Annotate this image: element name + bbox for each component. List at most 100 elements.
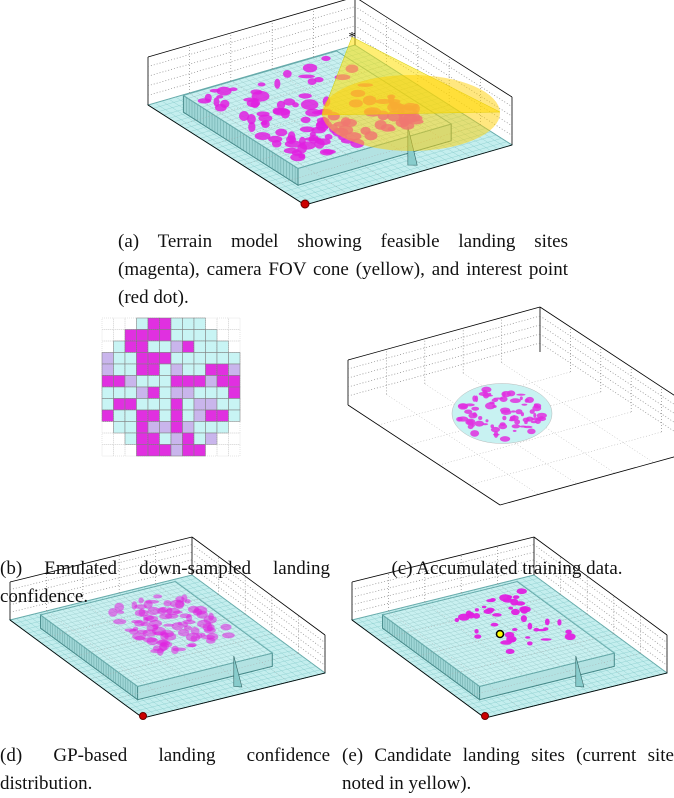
confidence-cell bbox=[171, 318, 183, 330]
landing-site bbox=[510, 599, 518, 606]
confidence-cell bbox=[183, 341, 195, 353]
confidence-cell bbox=[217, 399, 229, 411]
landing-site bbox=[113, 619, 126, 625]
grid-cell bbox=[229, 422, 241, 434]
training-sample bbox=[521, 404, 527, 406]
landing-site bbox=[517, 588, 527, 594]
landing-site bbox=[134, 620, 145, 626]
confidence-cell bbox=[229, 376, 241, 388]
landing-site bbox=[321, 56, 330, 61]
confidence-cell bbox=[125, 341, 137, 353]
confidence-cell bbox=[160, 318, 172, 330]
landing-site bbox=[191, 627, 200, 635]
grid-cell bbox=[229, 330, 241, 342]
grid-cell bbox=[102, 341, 114, 353]
training-sample bbox=[510, 398, 521, 403]
landing-site bbox=[483, 609, 493, 614]
confidence-cell bbox=[148, 341, 160, 353]
landing-site bbox=[143, 637, 157, 642]
confidence-cell bbox=[160, 445, 172, 457]
grid-cell bbox=[206, 445, 218, 457]
landing-site bbox=[152, 627, 166, 636]
confidence-cell bbox=[148, 410, 160, 422]
landing-site bbox=[283, 70, 292, 78]
confidence-cell bbox=[137, 387, 149, 399]
confidence-cell bbox=[160, 410, 172, 422]
grid-cell bbox=[125, 318, 137, 330]
landing-site bbox=[261, 121, 268, 125]
confidence-cell bbox=[114, 410, 126, 422]
confidence-cell bbox=[125, 399, 137, 411]
confidence-cell bbox=[137, 330, 149, 342]
confidence-cell bbox=[148, 445, 160, 457]
training-sample bbox=[536, 417, 546, 421]
grid-cell bbox=[229, 341, 241, 353]
grid-cell bbox=[114, 318, 126, 330]
training-sample bbox=[464, 409, 472, 414]
confidence-cell bbox=[102, 387, 114, 399]
confidence-cell bbox=[114, 399, 126, 411]
confidence-cell bbox=[194, 422, 206, 434]
confidence-cell bbox=[160, 433, 172, 445]
training-sample bbox=[501, 410, 512, 415]
confidence-cell bbox=[183, 387, 195, 399]
landing-site bbox=[474, 634, 481, 638]
grid-line bbox=[540, 343, 674, 443]
interest-point bbox=[140, 713, 147, 720]
confidence-cell bbox=[206, 330, 218, 342]
confidence-cell bbox=[229, 387, 241, 399]
landing-site bbox=[511, 609, 520, 615]
confidence-cell bbox=[102, 410, 114, 422]
landing-site bbox=[305, 109, 321, 117]
confidence-cell bbox=[137, 422, 149, 434]
grid-cell bbox=[102, 433, 114, 445]
confidence-cell bbox=[102, 399, 114, 411]
confidence-cell bbox=[206, 433, 218, 445]
landing-site bbox=[305, 137, 322, 141]
landing-site bbox=[513, 595, 519, 599]
landing-site bbox=[519, 606, 531, 612]
landing-site bbox=[508, 607, 513, 610]
landing-site bbox=[301, 117, 311, 123]
axis-edge bbox=[540, 307, 674, 407]
confidence-cell bbox=[206, 376, 218, 388]
confidence-cell bbox=[171, 445, 183, 457]
confidence-cell bbox=[148, 422, 160, 434]
training-sample bbox=[512, 424, 521, 428]
training-sample bbox=[533, 413, 536, 418]
training-sample bbox=[483, 392, 489, 398]
training-sample bbox=[520, 396, 523, 400]
confidence-cell bbox=[217, 364, 229, 376]
confidence-cell bbox=[217, 410, 229, 422]
landing-site bbox=[492, 613, 502, 617]
confidence-cell bbox=[102, 376, 114, 388]
landing-site bbox=[468, 612, 475, 618]
confidence-cell bbox=[217, 387, 229, 399]
training-sample bbox=[468, 424, 474, 429]
landing-site bbox=[298, 153, 305, 158]
grid-cell bbox=[114, 445, 126, 457]
confidence-cell bbox=[114, 422, 126, 434]
grid-cell bbox=[217, 330, 229, 342]
confidence-cell bbox=[183, 433, 195, 445]
confidence-cell bbox=[183, 399, 195, 411]
landing-site bbox=[545, 619, 550, 626]
landing-site bbox=[217, 87, 232, 96]
landing-site bbox=[512, 628, 518, 631]
confidence-cell bbox=[194, 341, 206, 353]
landing-site bbox=[178, 622, 183, 626]
confidence-cell bbox=[125, 364, 137, 376]
training-sample bbox=[458, 403, 468, 410]
landing-site bbox=[557, 619, 561, 626]
caption-d: (d) GP-based landing confidence distribu… bbox=[0, 742, 330, 798]
confidence-cell bbox=[137, 399, 149, 411]
landing-site bbox=[191, 635, 198, 642]
landing-site bbox=[300, 126, 315, 132]
landing-site bbox=[486, 599, 495, 602]
training-sample bbox=[502, 416, 506, 421]
current-site bbox=[497, 631, 504, 638]
landing-site bbox=[299, 141, 315, 149]
confidence-cell bbox=[217, 376, 229, 388]
fov-cone-base bbox=[322, 75, 500, 151]
training-sample bbox=[500, 422, 506, 426]
